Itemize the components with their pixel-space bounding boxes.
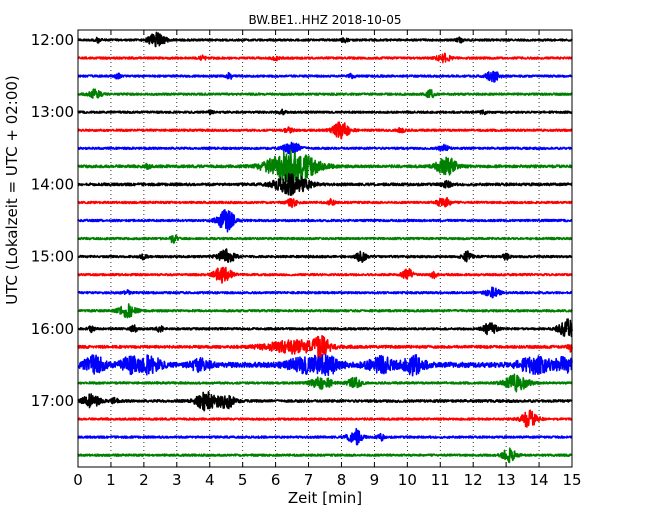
trace-line-1345 <box>77 149 573 185</box>
chart-title: BW.BE1..HHZ 2018-10-05 <box>248 13 401 27</box>
trace-line-1430 <box>77 209 573 233</box>
y-tick-label: 12:00 <box>31 31 74 49</box>
trace-line-1200 <box>77 31 573 48</box>
trace-line-1415 <box>77 196 573 209</box>
grid <box>110 30 540 467</box>
ticks: 0 1 2 3 4 5 6 7 8 9 10 11 12 13 14 1512:0013:0014:0015:… <box>31 30 582 489</box>
x-tick-label: 1 <box>106 471 116 489</box>
trace-line-1545 <box>77 303 573 319</box>
trace-line-1315 <box>77 121 573 140</box>
x-tick-label: 12 <box>464 471 483 489</box>
trace-line-1500 <box>77 248 573 264</box>
trace-line-1515 <box>77 266 573 284</box>
trace-line-1230 <box>77 70 573 83</box>
y-tick-label: 17:00 <box>31 392 74 410</box>
x-tick-label: 7 <box>304 471 314 489</box>
x-tick-label: 2 <box>139 471 149 489</box>
x-tick-label: 9 <box>370 471 380 489</box>
x-tick-label: 0 <box>73 471 83 489</box>
y-tick-label: 16:00 <box>31 320 74 338</box>
trace-line-1745 <box>77 447 573 464</box>
trace-line-1700 <box>77 390 573 412</box>
x-tick-label: 3 <box>172 471 182 489</box>
x-tick-label: 15 <box>562 471 581 489</box>
trace-line-1330 <box>77 141 573 155</box>
x-tick-label: 10 <box>398 471 417 489</box>
trace-line-1615 <box>77 334 573 360</box>
trace-line-1530 <box>77 286 573 299</box>
x-tick-label: 11 <box>431 471 450 489</box>
x-tick-label: 14 <box>530 471 549 489</box>
x-tick-label: 13 <box>497 471 516 489</box>
trace-line-1445 <box>77 234 573 244</box>
y-tick-label: 15:00 <box>31 248 74 266</box>
y-tick-label: 14:00 <box>31 175 74 193</box>
traces <box>77 31 573 464</box>
x-tick-label: 5 <box>238 471 248 489</box>
y-axis-label: UTC (Lokalzeit = UTC + 02:00) <box>3 75 21 305</box>
trace-line-1630 <box>77 353 573 377</box>
trace-line-1400 <box>77 172 573 196</box>
plot-frame <box>77 29 573 468</box>
trace-line-1600 <box>77 318 573 338</box>
x-tick-label: 8 <box>337 471 347 489</box>
trace-line-1245 <box>77 88 573 99</box>
trace-line-1300 <box>77 108 573 116</box>
trace-line-1645 <box>77 373 573 393</box>
trace-line-1215 <box>77 52 573 64</box>
trace-line-1715 <box>77 409 573 428</box>
x-axis-label: Zeit [min] <box>288 489 362 507</box>
x-tick-label: 6 <box>271 471 281 489</box>
trace-line-1730 <box>77 427 573 446</box>
x-tick-label: 4 <box>205 471 215 489</box>
y-tick-label: 13:00 <box>31 103 74 121</box>
